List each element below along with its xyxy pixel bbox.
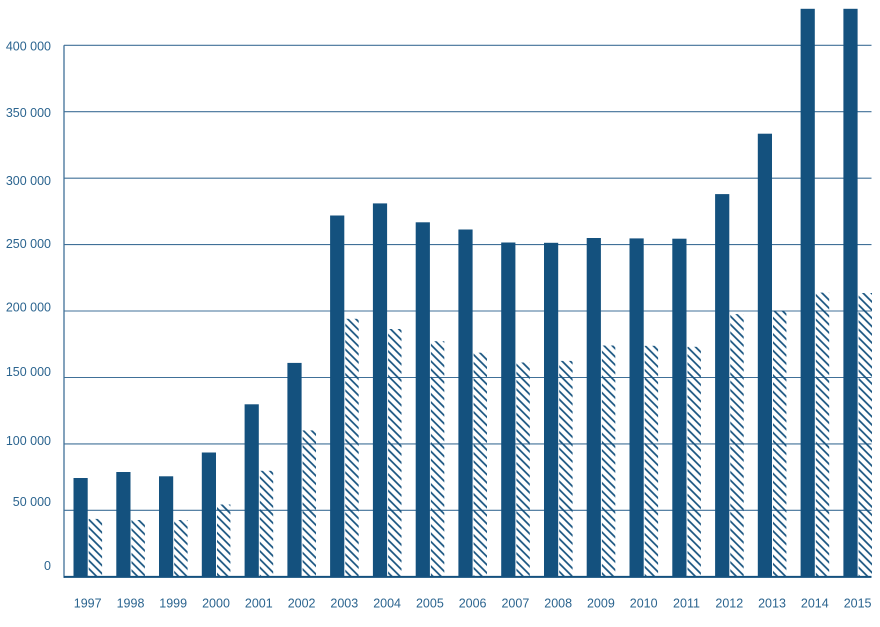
svg-text:300 000: 300 000 [6,174,51,188]
svg-text:50 000: 50 000 [13,495,51,509]
svg-text:0: 0 [44,559,51,573]
svg-text:1998: 1998 [117,597,145,611]
svg-text:400 000: 400 000 [6,39,51,53]
svg-text:250 000: 250 000 [6,237,51,251]
svg-text:2005: 2005 [416,597,444,611]
svg-text:2004: 2004 [373,597,401,611]
svg-text:2008: 2008 [544,597,572,611]
svg-text:2013: 2013 [758,597,786,611]
svg-text:2007: 2007 [501,597,529,611]
svg-text:100 000: 100 000 [6,434,51,448]
svg-text:150 000: 150 000 [6,365,51,379]
svg-text:2015: 2015 [844,597,872,611]
svg-text:2006: 2006 [459,597,487,611]
svg-text:2002: 2002 [288,597,316,611]
svg-text:350 000: 350 000 [6,106,51,120]
svg-text:2014: 2014 [801,597,829,611]
svg-text:200 000: 200 000 [6,300,51,314]
svg-text:2000: 2000 [202,597,230,611]
svg-text:2010: 2010 [630,597,658,611]
svg-text:1999: 1999 [159,597,187,611]
svg-text:2001: 2001 [245,597,273,611]
svg-text:2011: 2011 [673,597,700,611]
svg-text:2009: 2009 [587,597,615,611]
svg-text:1997: 1997 [74,597,102,611]
svg-text:2012: 2012 [715,597,743,611]
svg-text:2003: 2003 [330,597,358,611]
